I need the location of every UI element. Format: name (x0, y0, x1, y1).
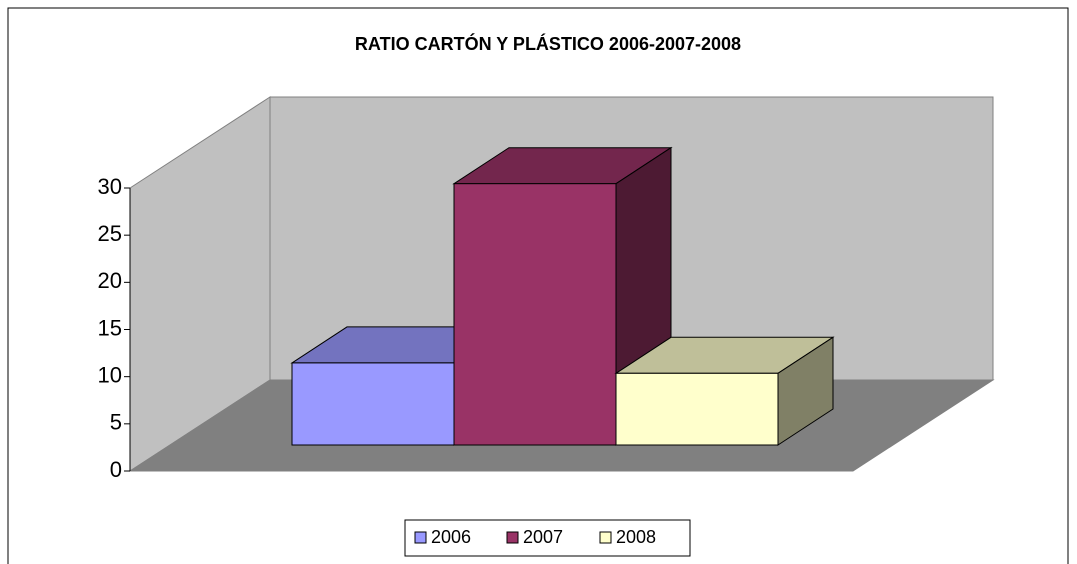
legend-swatch (506, 531, 519, 544)
bar (453, 183, 617, 446)
y-tick-label: 15 (98, 315, 122, 340)
legend-swatch (599, 531, 612, 544)
chart-border (7, 7, 1069, 564)
chart-title: RATIO CARTÓN Y PLÁSTICO 2006-2007-2008 (355, 33, 741, 54)
y-tick-label: 5 (110, 410, 122, 435)
legend-label: 2007 (523, 527, 563, 547)
legend (404, 519, 691, 557)
y-tick-label: 25 (98, 221, 122, 246)
legend-label: 2006 (431, 527, 471, 547)
y-tick-label: 20 (98, 268, 122, 293)
bar (291, 362, 455, 446)
y-tick-label: 10 (98, 362, 122, 387)
legend-swatch (414, 531, 427, 544)
y-tick-label: 0 (110, 457, 122, 482)
bar (615, 372, 779, 446)
y-tick-label: 30 (98, 174, 122, 199)
legend-label: 2008 (616, 527, 656, 547)
